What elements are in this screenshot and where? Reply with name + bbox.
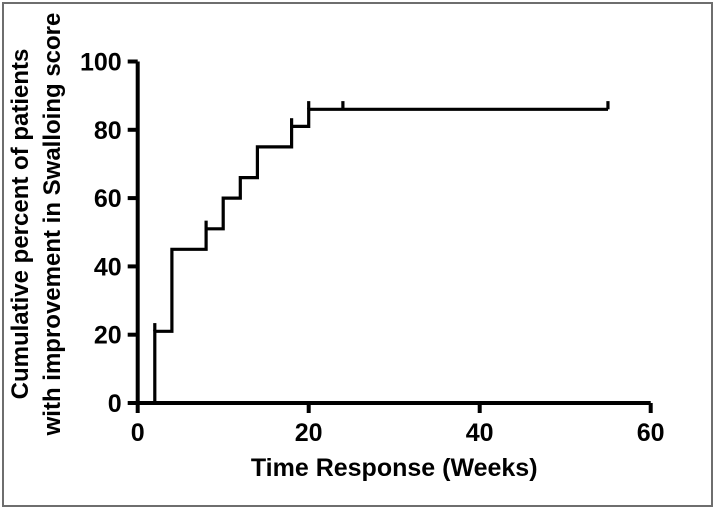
plot-area: 0 20 40 60 80 100 0 20 40 60 Time Response (Weeks)…: [7, 13, 665, 482]
x-tick-label: 60: [637, 419, 665, 447]
y-tick-label: 40: [94, 253, 122, 281]
y-tick-label: 80: [94, 117, 122, 145]
x-axis-title: Time Response (Weeks): [251, 454, 538, 482]
x-tick-label: 0: [131, 419, 145, 447]
x-tick-label: 40: [466, 419, 494, 447]
y-axis-title-line1: Cumulative percent of patients: [7, 49, 34, 400]
x-tick-label: 20: [295, 419, 323, 447]
y-tick-label: 100: [80, 49, 122, 77]
y-tick-label: 0: [108, 390, 122, 418]
y-tick-label: 60: [94, 185, 122, 213]
y-axis-title-line2: with improvement in Swalloing score: [39, 13, 66, 437]
survival-step-curve: [153, 107, 608, 403]
y-tick-label: 20: [94, 322, 122, 350]
